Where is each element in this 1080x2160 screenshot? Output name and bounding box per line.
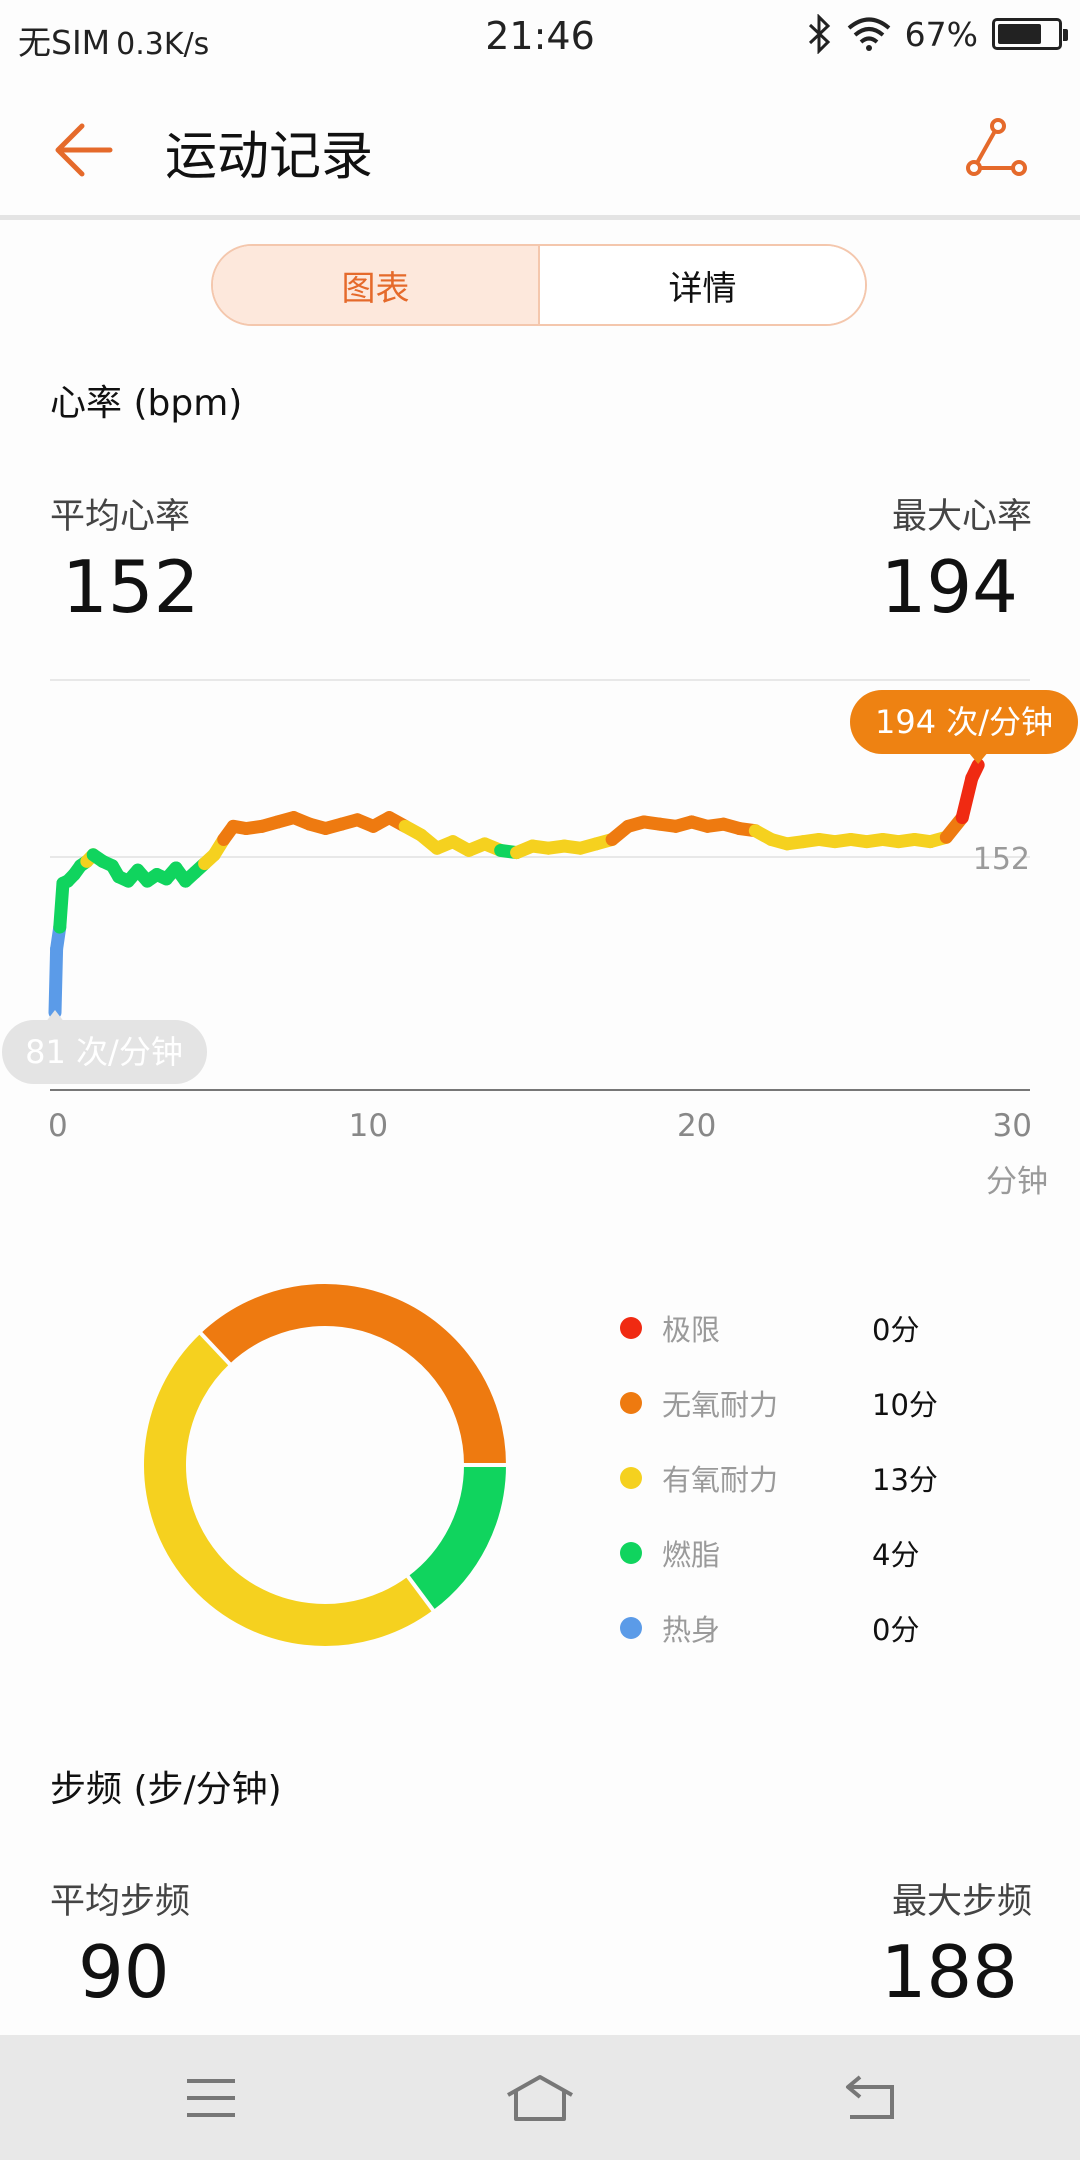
home-button[interactable] [495,2065,585,2130]
hr-segment-limit [965,758,985,785]
legend-row-warmup: 热身 0分 [620,1590,1040,1665]
arrow-left-icon [55,123,113,177]
legend-dot-warmup [620,1616,642,1639]
tab-chart[interactable]: 图表 [213,246,540,324]
max-tooltip-pointer [968,752,989,764]
avg-cadence-value: 90 [78,1930,170,2014]
battery-icon [992,18,1068,50]
menu-icon [187,2078,235,2117]
donut-slice-2 [144,1333,434,1646]
donut-separator [405,1573,436,1613]
legend-dot-limit [620,1316,642,1339]
avg-heart-rate-value: 152 [62,545,200,629]
max-tooltip-bubble [850,690,1078,754]
legend-row-anaerobic: 无氧耐力 10分 [620,1365,1040,1440]
clock: 21:46 [485,14,595,58]
legend-name-fat-burn: 燃脂 [662,1537,721,1572]
home-icon [507,2074,573,2121]
share-icon [966,118,1027,176]
legend-name-warmup: 热身 [662,1612,721,1647]
avg-heart-rate-label: 平均心率 [50,497,191,537]
max-heart-rate-value: 194 [880,545,1018,629]
battery-percent: 67% [904,14,978,54]
bluetooth-icon [808,14,830,54]
cadence-title: 步频 (步/分钟) [50,1769,282,1810]
battery-fill [998,24,1041,44]
return-icon [846,2074,894,2119]
legend-dot-fat-burn [620,1541,642,1564]
min-tooltip-text: 81 次/分钟 [25,1033,183,1071]
avg-cadence-label: 平均步频 [50,1882,191,1922]
x-tick-label-30: 30 [993,1108,1032,1144]
x-axis-unit: 分钟 [986,1164,1048,1200]
avg-line-label: 152 [973,842,1030,877]
donut-slice-3 [407,1464,506,1611]
zone-legend: 极限 0分 无氧耐力 10分 有氧耐力 13分 燃脂 4分 热身 0分 [620,1290,1040,1665]
heart-rate-title: 心率 (bpm) [50,383,243,424]
network-speed: 0.3K/s [116,27,210,62]
legend-dot-aerobic [620,1466,642,1489]
heart-zone-donut [144,1284,508,1646]
max-heart-rate-label: 最大心率 [891,497,1032,537]
legend-dot-anaerobic [620,1391,642,1414]
heart-rate-chart: 152 0 10 20 30 分钟 194 次/分钟 81 次/分钟 [2,679,1078,1200]
donut-slice-1 [200,1284,506,1466]
legend-value-anaerobic: 10分 [872,1387,938,1422]
legend-row-fat-burn: 燃脂 4分 [620,1515,1040,1590]
back-button[interactable] [44,110,124,190]
share-button[interactable] [956,108,1036,188]
max-cadence-value: 188 [880,1930,1018,2014]
x-tick-label-0: 0 [48,1108,68,1144]
max-cadence-label: 最大步频 [891,1882,1032,1922]
min-tooltip-pointer [45,1010,65,1023]
donut-separator [197,1330,233,1367]
status-bar: 无SIM 0.3K/s 21:46 67% [0,0,1080,72]
legend-value-warmup: 0分 [872,1612,920,1647]
x-tick-label-20: 20 [677,1108,716,1144]
x-tick-label-10: 10 [349,1108,388,1144]
legend-value-fat-burn: 4分 [872,1537,920,1572]
status-left: 无SIM 0.3K/s [18,16,209,64]
carrier-text: 无SIM [18,23,111,62]
legend-name-anaerobic: 无氧耐力 [662,1387,779,1422]
tab-details[interactable]: 详情 [540,246,865,324]
app-bar: 运动记录 [0,72,1080,220]
wifi-icon [847,17,890,51]
legend-value-limit: 0分 [872,1312,920,1347]
system-nav-bar [0,2035,1080,2160]
view-tabs: 图表 详情 [211,244,867,326]
status-right: 67% [807,14,1068,54]
menu-button[interactable] [166,2065,256,2130]
legend-value-aerobic: 13分 [872,1462,938,1497]
legend-row-limit: 极限 0分 [620,1290,1040,1365]
min-tooltip-bubble [2,1020,207,1084]
max-tooltip-text: 194 次/分钟 [875,703,1053,741]
legend-name-aerobic: 有氧耐力 [662,1462,779,1497]
hr-segment-limit [955,771,979,825]
page-title: 运动记录 [165,127,374,187]
legend-row-aerobic: 有氧耐力 13分 [620,1440,1040,1515]
return-button[interactable] [825,2065,915,2130]
legend-name-limit: 极限 [662,1312,721,1347]
hr-segment-fat [53,876,70,934]
hr-segment-warmup [48,942,64,1020]
